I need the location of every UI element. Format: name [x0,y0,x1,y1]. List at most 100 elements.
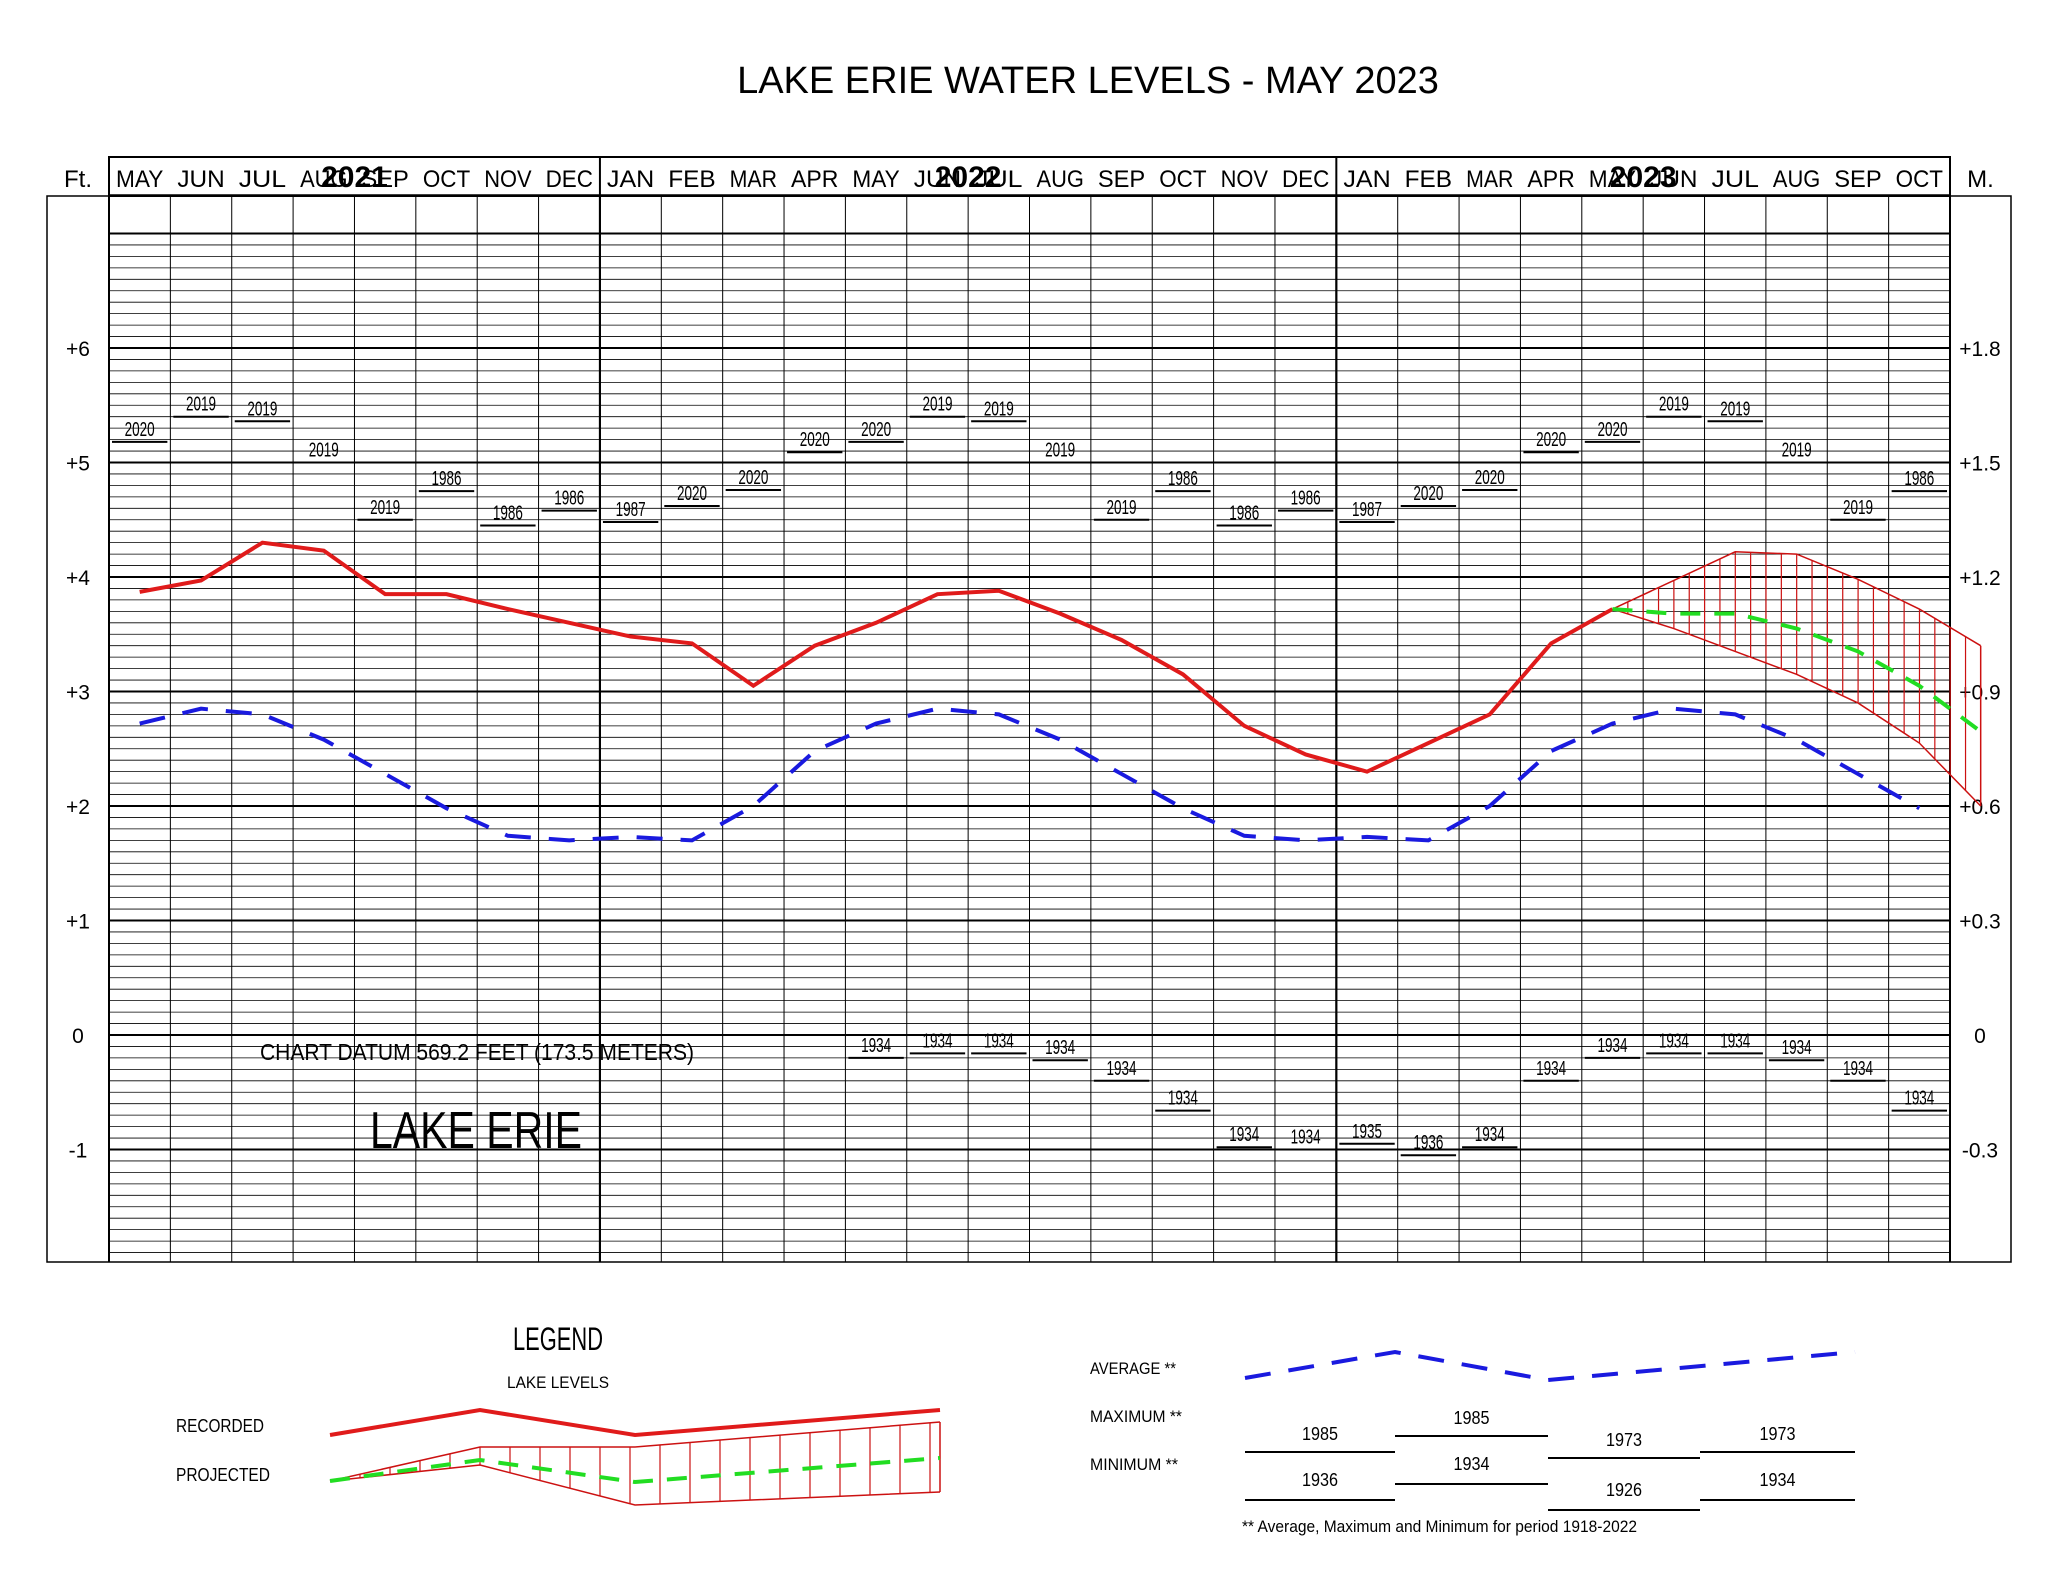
minimum-year: 1936 [1413,1132,1443,1154]
maximum-year: 2020 [677,483,707,505]
maximum-year: 2019 [1659,394,1689,416]
month-label: DEC [546,166,593,193]
recorded-series-line [139,540,1614,774]
minimum-year: 1934 [1659,1030,1689,1052]
legend-average-swatch [1244,1349,1856,1383]
month-label: MAY [116,166,163,193]
minimum-year: 1934 [861,1035,891,1057]
maximum-year: 2020 [738,467,768,489]
maximum-year: 2019 [1843,497,1873,519]
legend-max-year: 1973 [1606,1430,1642,1450]
maximum-year: 2020 [861,419,891,441]
minimum-year: 1934 [1843,1058,1873,1080]
maximum-year: 1986 [1168,468,1198,490]
month-label: AUG [1037,166,1084,193]
grid-lines [46,156,2012,1263]
legend-title: LEGEND [513,1321,603,1357]
minimum-year: 1934 [1904,1088,1934,1110]
average-series-line [139,706,1921,843]
legend-max-year: 1973 [1760,1424,1796,1444]
minimum-year: 1934 [1597,1035,1627,1057]
legend-band-bottom [329,1464,941,1506]
maximum-year: 2019 [922,394,952,416]
month-label: JAN [607,166,654,193]
right-tick-label: +1.8 [1959,338,2000,361]
legend-band-top [329,1421,941,1482]
maximum-year: 1986 [493,502,523,524]
maximum-year: 2019 [1045,440,1075,462]
left-tick-label: +6 [66,338,90,361]
legend-max-year: 1985 [1454,1408,1490,1428]
maximum-year: 2019 [1720,398,1750,420]
month-label: OCT [1159,166,1207,193]
right-unit-label: M. [1967,166,1994,193]
maximum-year: 1987 [1352,499,1382,521]
maximum-year: 1986 [432,468,462,490]
maximum-year: 2019 [247,398,277,420]
month-label: NOV [484,166,531,193]
maximum-year: 1987 [616,499,646,521]
legend-footnote: ** Average, Maximum and Minimum for peri… [1242,1517,1637,1536]
month-label: APR [1527,166,1574,193]
right-tick-label: 0 [1974,1025,1986,1048]
left-tick-label: +1 [66,911,90,934]
month-label: NOV [1221,166,1268,193]
datum-annotation: CHART DATUM 569.2 FEET (173.5 METERS) [260,1039,694,1065]
left-tick-label: 0 [72,1025,84,1048]
month-label: DEC [1282,166,1329,193]
minimum-year: 1934 [922,1030,952,1052]
month-label: AUG [1773,166,1820,193]
legend-max-year: 1985 [1302,1424,1338,1444]
month-label: AUG [300,166,347,193]
minimum-year: 1934 [1475,1124,1505,1146]
maximum-year: 2020 [1413,483,1443,505]
legend-min-year: 1926 [1606,1480,1642,1500]
maximum-year: 2019 [370,497,400,519]
series-lines [139,540,1982,843]
minimum-year: 1934 [1168,1088,1198,1110]
projected-series-line [1612,607,1982,734]
minimum-year: 1934 [984,1030,1014,1052]
legend-recorded-swatch [329,1407,941,1438]
maximum-year: 2019 [984,398,1014,420]
left-tick-label: +2 [66,796,90,819]
right-tick-label: +1.2 [1959,567,2000,590]
month-label: SEP [361,166,408,193]
legend-minimum-label: MINIMUM ** [1090,1455,1178,1474]
minimum-year: 1934 [1107,1058,1137,1080]
minimum-year: 1935 [1352,1121,1382,1143]
left-tick-label: +5 [66,453,90,476]
left-unit-label: Ft. [64,166,92,193]
month-label: JAN [1343,166,1390,193]
left-tick-label: +4 [66,567,90,590]
right-tick-label: +1.5 [1959,453,2000,476]
minimum-year: 1934 [1536,1058,1566,1080]
minimum-year: 1934 [1291,1127,1321,1149]
month-label: MAR [1466,166,1513,193]
maximum-year: 2020 [1536,429,1566,451]
year-label: 2023 [1610,161,1677,194]
left-tick-label: -1 [69,1140,88,1163]
legend-min-year: 1934 [1760,1470,1796,1490]
month-label: JUL [239,166,286,193]
legend-min-year: 1934 [1454,1454,1490,1474]
month-label: APR [791,166,838,193]
band-max-edge [1612,551,1982,647]
left-tick-label: +3 [66,682,90,705]
month-label: JUL [975,166,1022,193]
legend-projected-label: PROJECTED [176,1465,270,1485]
maximum-year: 2020 [125,419,155,441]
month-label: JUN [914,166,961,193]
legend-average-label: AVERAGE ** [1090,1359,1176,1378]
right-tick-label: +0.3 [1959,911,2000,934]
maximum-year: 2020 [1597,419,1627,441]
minimum-year: 1934 [1782,1037,1812,1059]
month-label: OCT [1896,166,1944,193]
year-label: 2021 [321,161,388,194]
month-label: FEB [668,166,715,193]
minimum-year: 1934 [1229,1124,1259,1146]
maximum-year: 1986 [554,488,584,510]
legend-recorded-label: RECORDED [176,1416,264,1436]
